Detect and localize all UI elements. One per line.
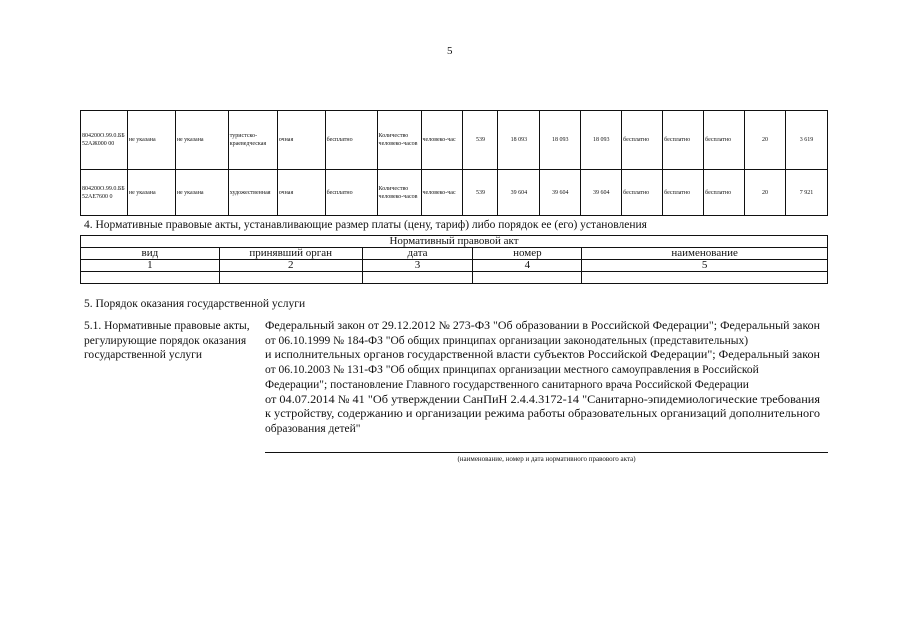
- table-cell: человеко-час: [420, 169, 464, 216]
- section-4-heading: 4. Нормативные правовые акты, устанавлив…: [84, 219, 647, 231]
- col-header: принявший орган: [218, 247, 363, 260]
- table-cell: 3 619: [784, 110, 829, 170]
- empty-cell: [581, 271, 828, 284]
- table-cell: бесплатно: [621, 169, 664, 216]
- page-number: 5: [447, 45, 453, 57]
- col-header: вид: [80, 247, 220, 260]
- table-row: 804200О.99.0.ББ52АЖ000 00 не указана не ук…: [80, 110, 829, 170]
- label-line: регулирующие порядок оказания: [84, 334, 247, 347]
- empty-cell: [80, 271, 220, 284]
- table-cell: не указана: [174, 110, 229, 170]
- table-row: 804200О.99.0.ББ52АЕ7600 0 не указана не ук…: [80, 169, 829, 216]
- table-cell: 7 921: [784, 169, 829, 216]
- text-line: образования детей": [265, 422, 361, 435]
- table-title-row: Нормативный правовой акт: [80, 235, 828, 248]
- empty-cell: [472, 271, 583, 284]
- header-row: вид принявший орган дата номер наименова…: [80, 247, 828, 260]
- col-header: дата: [361, 247, 474, 260]
- table-cell: бесплатно: [703, 169, 746, 216]
- table-cell: бесплатно: [324, 169, 378, 216]
- table-cell: 39 604: [580, 169, 623, 216]
- caption: (наименование, номер и дата нормативного…: [457, 455, 636, 463]
- table-cell: бесплатно: [703, 110, 746, 170]
- empty-row: [80, 271, 828, 284]
- table-cell: 539: [462, 169, 499, 216]
- table-cell: Количество человеко-часов: [376, 169, 422, 216]
- table-cell: не указана: [126, 110, 176, 170]
- table-cell: 18 093: [580, 110, 623, 170]
- table-cell: 39 604: [539, 169, 582, 216]
- section-5-heading: 5. Порядок оказания государственной услу…: [84, 298, 306, 310]
- text-line: от 06.10.1999 № 184-ФЗ "Об общих принцип…: [265, 334, 749, 347]
- table-cell: очная: [276, 110, 326, 170]
- table-title: Нормативный правовой акт: [80, 235, 828, 248]
- table-cell: не указана: [126, 169, 176, 216]
- table-cell: 804200О.99.0.ББ52АЕ7600 0: [80, 169, 128, 216]
- table-cell: 39 604: [497, 169, 541, 216]
- col-number: 1: [80, 259, 220, 272]
- col-number: 3: [361, 259, 474, 272]
- table-cell: художественная: [227, 169, 278, 216]
- table-cell: не указана: [174, 169, 229, 216]
- services-table: 804200О.99.0.ББ52АЖ000 00 не указана не ук…: [80, 110, 829, 216]
- text-line: от 04.07.2014 № 41 "Об утверждении СанПи…: [265, 393, 820, 406]
- text-line: Федерации"; постановление Главного госуд…: [265, 378, 749, 391]
- table-cell: человеко-час: [420, 110, 464, 170]
- table-cell: 20: [744, 169, 786, 216]
- col-header: номер: [472, 247, 583, 260]
- table-cell: очная: [276, 169, 326, 216]
- normative-acts-table: Нормативный правовой акт вид принявший о…: [80, 235, 828, 284]
- label-line: государственной услуги: [84, 349, 203, 362]
- table-cell: бесплатно: [662, 110, 705, 170]
- empty-cell: [361, 271, 474, 284]
- table-cell: бесплатно: [324, 110, 378, 170]
- text-line: от 06.10.2003 № 131-ФЗ "Об общих принцип…: [265, 364, 759, 377]
- table-cell: Количество человеко-часов: [376, 110, 422, 170]
- label-line: 5.1. Нормативные правовые акты,: [84, 320, 250, 332]
- number-row: 1 2 3 4 5: [80, 259, 828, 272]
- col-number: 2: [218, 259, 363, 272]
- table-cell: 20: [744, 110, 786, 170]
- col-number: 4: [472, 259, 583, 272]
- empty-cell: [218, 271, 363, 284]
- table-cell: туристско-краеведческая: [227, 110, 278, 170]
- signature-line: [265, 452, 828, 453]
- table-cell: 804200О.99.0.ББ52АЖ000 00: [80, 110, 128, 170]
- table-cell: 18 093: [539, 110, 582, 170]
- text-line: к устройству, содержанию и организации р…: [265, 408, 820, 421]
- col-header: наименование: [581, 247, 828, 260]
- col-number: 5: [581, 259, 828, 272]
- text-line: Федеральный закон от 29.12.2012 № 273-ФЗ…: [265, 320, 821, 332]
- table-cell: 539: [462, 110, 499, 170]
- table-cell: бесплатно: [662, 169, 705, 216]
- table-cell: 18 093: [497, 110, 541, 170]
- text-line: и исполнительных органов государственной…: [265, 349, 820, 362]
- table-cell: бесплатно: [621, 110, 664, 170]
